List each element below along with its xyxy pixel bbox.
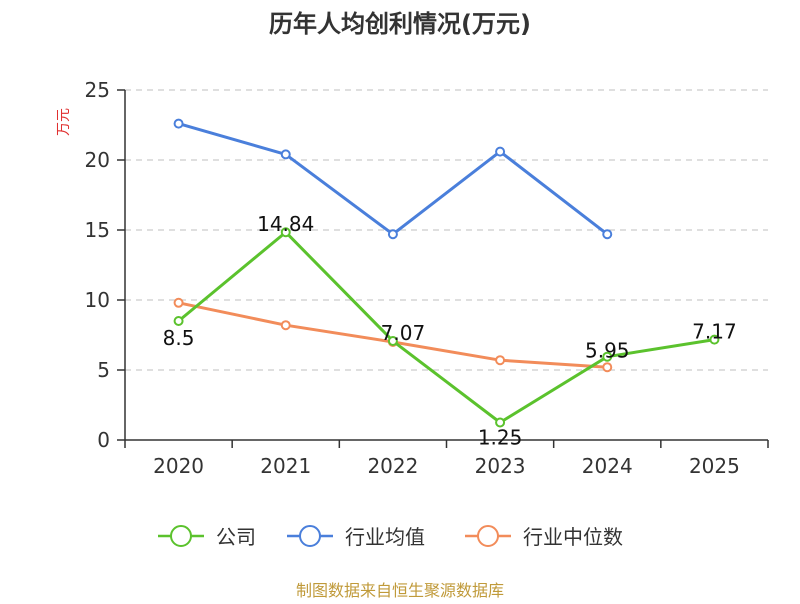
data-point[interactable] (280, 320, 291, 331)
data-point[interactable] (173, 297, 184, 308)
data-point[interactable] (709, 334, 720, 345)
data-point[interactable] (602, 362, 613, 373)
data-labels: 8.5 14.84 7.07 1.25 5.95 7.17 (163, 212, 737, 449)
data-label: 5.95 (585, 339, 630, 363)
data-point[interactable] (387, 336, 398, 347)
data-point[interactable] (495, 146, 506, 157)
data-label: 7.07 (381, 321, 426, 345)
legend-item-1[interactable]: 行业均值 (287, 525, 425, 549)
legend-label: 公司 (216, 525, 256, 549)
series-1 (173, 118, 613, 240)
series-line (178, 122, 609, 236)
series-0 (173, 227, 720, 428)
data-label: 1.25 (478, 426, 523, 450)
data-point[interactable] (602, 229, 613, 240)
data-point[interactable] (280, 227, 291, 238)
legend-label: 行业中位数 (523, 525, 623, 549)
legend-item-2[interactable]: 行业中位数 (465, 525, 623, 549)
data-label: 8.5 (163, 326, 195, 350)
legend-circle-marker (170, 525, 192, 547)
data-point[interactable] (387, 229, 398, 240)
data-point[interactable] (173, 316, 184, 326)
source-note: 制图数据来自恒生聚源数据库 (296, 581, 504, 600)
y-tick-label: 20 (85, 148, 110, 172)
legend-circle-marker (477, 525, 499, 547)
legend-label: 行业均值 (345, 525, 425, 549)
y-tick-label: 15 (85, 218, 110, 242)
series-lines (173, 118, 720, 428)
data-point[interactable] (280, 149, 291, 160)
x-tick-label: 2025 (689, 454, 740, 478)
y-tick-label: 5 (97, 358, 110, 382)
y-tick-label: 25 (85, 78, 110, 102)
x-tick-label: 2024 (582, 454, 633, 478)
data-point[interactable] (495, 417, 506, 428)
data-point[interactable] (602, 351, 613, 362)
x-tick-label: 2022 (367, 454, 418, 478)
x-tick-label: 2023 (475, 454, 526, 478)
data-point[interactable] (495, 355, 506, 366)
data-point[interactable] (173, 118, 184, 129)
y-axis-unit-label: 万元 (56, 108, 72, 136)
legend-item-0[interactable]: 公司 (158, 525, 256, 549)
chart-title: 历年人均创利情况(万元) (269, 10, 531, 38)
y-tick-label: 0 (97, 428, 110, 452)
legend[interactable]: 公司 行业均值 行业中位数 (158, 525, 623, 549)
y-tick-label: 10 (85, 288, 110, 312)
data-label: 14.84 (257, 212, 314, 236)
data-label: 7.17 (692, 320, 737, 344)
series-line (177, 230, 715, 424)
legend-circle-marker (299, 525, 321, 547)
x-tick-label: 2020 (153, 454, 204, 478)
grid-lines (125, 89, 768, 371)
x-tick-label: 2021 (260, 454, 311, 478)
